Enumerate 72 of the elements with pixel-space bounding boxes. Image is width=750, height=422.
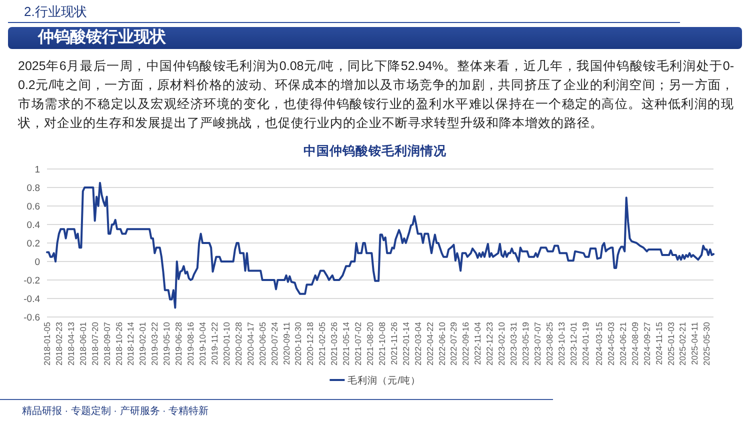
x-tick-label: 2018-07-20	[90, 322, 100, 366]
text: 2025年6月最后一周，中国仲钨酸铵毛利润为0.08元/吨，同比下降52.94%。整体来看，近几年，我国仲钨酸铵毛利润处于0-0.2元/吨之间，一方面，原材料价格的波动、环保成本的增加以及市场竞争的加剧，共同挤压了企业的利润空间；另一方面，市场需求的不稳定以及宏观经济环境的变化，也使得仲钨酸铵行业的盈利水平难以保持在一个稳定的高位。这种低利润的现状，对企业的生存和发展提出了严峻挑战，也促使行业内的企业不断寻求转型升级和降本增效的路径。	[18, 58, 734, 132]
x-tick-label: 2022-12-23	[484, 322, 495, 366]
x-tick-label: 2019-03-22	[150, 322, 160, 366]
x-tick-label: 2023-08-25	[544, 322, 554, 366]
x-tick-label: 2023-10-13	[556, 322, 566, 366]
x-tick-label: 2024-08-09	[630, 322, 640, 366]
x-tick-label: 2018-02-23	[54, 322, 64, 366]
x-tick-label: 2021-07-02	[353, 322, 364, 366]
chart-title: 中国仲钨酸铵毛利润情况	[304, 143, 448, 158]
x-tick-label: 2021-03-26	[329, 322, 340, 366]
x-tick-label: 2018-01-05	[42, 322, 52, 366]
x-tick-label: 2023-05-19	[520, 322, 531, 366]
x-tick-label: 2022-09-16	[460, 322, 471, 366]
x-tick-label: 2020-02-28	[233, 322, 244, 366]
x-tick-label: 2025-01-03	[666, 322, 676, 366]
y-tick-label: 1	[34, 164, 40, 176]
x-tick-label: 2019-05-10	[162, 322, 172, 366]
y-tick-label: 0.2	[26, 238, 40, 250]
x-tick-label: 2023-07-07	[532, 322, 542, 366]
x-tick-label: 2020-01-10	[221, 322, 232, 366]
x-tick-label: 2024-06-21	[618, 322, 628, 366]
x-tick-label: 2022-11-04	[472, 322, 483, 365]
y-tick-label: 0.6	[26, 202, 40, 212]
y-tick-label: -0.6	[24, 312, 40, 324]
x-tick-label: 2018-04-13	[66, 322, 76, 366]
x-tick-label: 2018-10-26	[114, 322, 124, 366]
x-tick-label: 2022-01-14	[400, 322, 411, 366]
x-tick-label: 2024-01-19	[580, 322, 590, 366]
x-tick-label: 2018-09-07	[102, 322, 112, 366]
x-tick-label: 2020-07-24	[269, 322, 280, 366]
x-tick-label: 2019-02-01	[138, 322, 148, 366]
x-tick-label: 2025-04-11	[690, 322, 700, 365]
x-tick-label: 2021-08-20	[364, 322, 375, 366]
y-tick-label: 0.8	[26, 183, 40, 194]
x-tick-label: 2019-10-04	[198, 322, 208, 366]
x-tick-label: 2020-06-05	[257, 322, 268, 366]
x-tick-label: 2024-03-15	[594, 322, 604, 366]
x-tick-label: 2020-09-11	[281, 322, 292, 365]
x-tick-label: 2021-05-14	[341, 322, 352, 366]
x-tick-label: 2022-03-04	[412, 322, 423, 366]
x-tick-label: 2020-04-17	[245, 322, 256, 366]
x-tick-label: 2023-03-31	[508, 322, 519, 366]
text: 精品研报 · 专题定制 · 产研服务 · 专精特新	[22, 405, 209, 418]
x-tick-label: 2025-02-21	[678, 322, 688, 366]
x-tick-label: 2023-02-10	[496, 322, 507, 366]
x-tick-label: 2023-12-01	[568, 322, 578, 366]
x-tick-label: 2020-12-18	[305, 322, 316, 366]
x-tick-label: 2022-04-22	[424, 322, 435, 366]
x-tick-label: 2018-12-14	[126, 322, 136, 366]
x-tick-label: 2022-07-29	[448, 322, 459, 366]
x-tick-label: 2024-09-27	[642, 322, 652, 366]
x-tick-label: 2022-06-10	[436, 322, 447, 366]
x-tick-label: 2024-11-15	[654, 322, 664, 365]
x-tick-label: 2019-08-16	[186, 322, 196, 366]
x-tick-label: 2018-06-01	[78, 322, 88, 366]
text: 2.行业现状	[24, 4, 87, 20]
y-tick-label: 0	[34, 257, 40, 268]
x-tick-label: 2019-11-22	[209, 322, 220, 365]
x-tick-label: 2020-10-30	[293, 322, 304, 366]
x-tick-label: 2021-11-26	[388, 322, 399, 365]
line-series	[46, 182, 714, 309]
x-tick-label: 2021-10-08	[376, 322, 387, 366]
legend-label: 毛利润（元/吨）	[348, 374, 420, 386]
y-tick-label: 0.4	[26, 220, 40, 231]
y-tick-label: -0.4	[24, 294, 40, 305]
y-tick-label: -0.2	[24, 276, 40, 286]
x-tick-label: 2019-06-28	[174, 322, 184, 366]
text: 仲钨酸铵行业现状	[8, 27, 742, 49]
x-tick-label: 2024-05-03	[606, 322, 616, 366]
x-tick-label: 2025-05-30	[702, 322, 712, 366]
x-tick-label: 2021-02-05	[317, 322, 328, 366]
